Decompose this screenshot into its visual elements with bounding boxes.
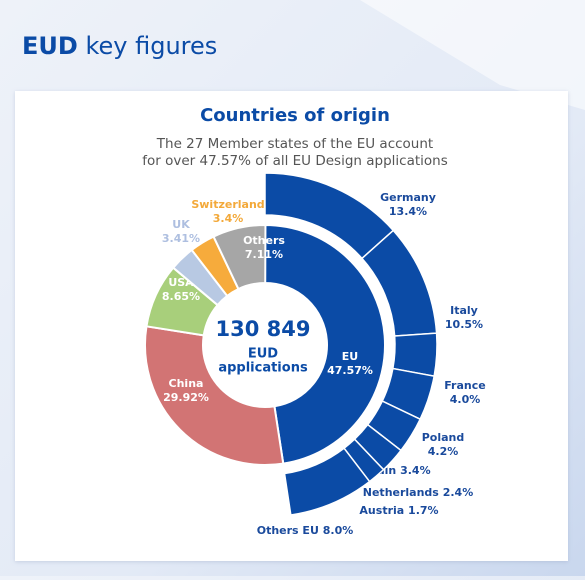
outer-wedge	[283, 447, 371, 516]
inner-wedge	[264, 223, 386, 465]
inner-wedge	[212, 224, 267, 291]
chart-subtitle: The 27 Member states of the EU account	[156, 136, 433, 152]
outer-label: Netherlands 2.4%	[363, 486, 473, 499]
outer-label: Italy	[450, 304, 478, 317]
label-value: 3.4%	[400, 464, 431, 477]
outer-label: France	[444, 379, 485, 392]
decor-band	[360, 0, 585, 110]
inner-label: 3.41%	[162, 232, 200, 245]
center-total: 130 849	[216, 317, 311, 341]
header-rest: key figures	[85, 32, 217, 60]
outer-label: Germany	[380, 191, 436, 204]
outer-label: Poland	[422, 431, 465, 444]
inner-label: EU	[342, 350, 358, 363]
label-value: 1.7%	[408, 504, 439, 517]
inner-label: 7.11%	[245, 248, 283, 261]
chart: EU47.57%China29.92%USA8.65%UK3.41%Switze…	[144, 172, 486, 537]
label-name: Austria	[359, 504, 404, 517]
inner-label: China	[169, 377, 204, 390]
outer-label: 4.2%	[428, 445, 459, 458]
inner-label: Others	[243, 234, 285, 247]
inner-label: 3.4%	[213, 212, 244, 225]
outer-label: Austria 1.7%	[359, 504, 438, 517]
inner-label: 47.57%	[327, 364, 373, 377]
chart-title: Countries of origin	[200, 105, 390, 126]
chart-subtitle: for over 47.57% of all EU Design applica…	[142, 153, 448, 169]
inner-label: 29.92%	[163, 391, 209, 404]
inner-label: 8.65%	[162, 290, 200, 303]
label-name: Others EU	[257, 524, 319, 537]
label-value: 2.4%	[443, 486, 474, 499]
center-caption: EUD	[248, 347, 278, 362]
outer-label: 13.4%	[389, 205, 427, 218]
outer-label: 10.5%	[445, 318, 483, 331]
inner-label: Switzerland	[191, 198, 264, 211]
center-caption: applications	[218, 361, 308, 376]
inner-wedge	[144, 325, 285, 466]
label-value: 8.0%	[323, 524, 354, 537]
outer-label: Others EU 8.0%	[257, 524, 354, 537]
inner-label: UK	[172, 218, 190, 231]
header-strong: EUD	[22, 32, 78, 60]
header-title: EUD key figures	[22, 32, 217, 60]
outer-label: 4.0%	[450, 393, 481, 406]
label-name: Netherlands	[363, 486, 440, 499]
